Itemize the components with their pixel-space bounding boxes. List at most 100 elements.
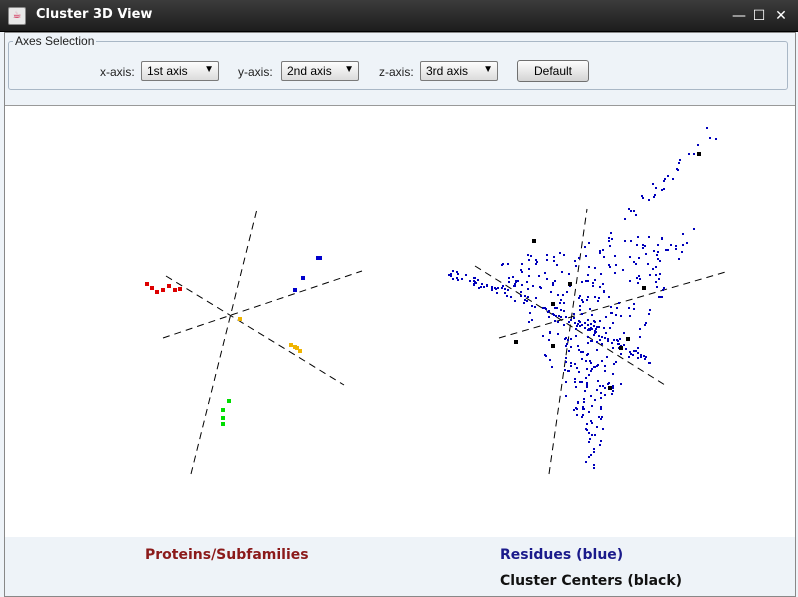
residue-point [531,319,533,321]
y-axis-select[interactable]: 2nd axis ▼ [281,61,359,81]
residue-point [645,356,647,358]
residue-point [643,355,645,357]
window-title: Cluster 3D View [36,7,153,22]
residue-point [581,416,583,418]
residue-point [576,414,578,416]
plot-area[interactable] [5,106,795,536]
title-bar[interactable]: ☕ Cluster 3D View — ☐ ✕ [0,0,798,32]
legend-footer: Proteins/Subfamilies Residues (blue) Clu… [5,537,795,596]
residue-point [596,349,598,351]
residue-point [564,369,566,371]
residue-point [576,408,578,410]
residue-point [608,237,610,239]
red-cluster-point [155,290,159,294]
residue-point [598,326,600,328]
maximize-icon[interactable]: ☐ [752,8,766,24]
residue-point [686,242,688,244]
residue-point [527,254,529,256]
z-axis-select[interactable]: 3rd axis ▼ [420,61,498,81]
residue-point [605,332,607,334]
residue-point [577,323,579,325]
residue-point [652,268,654,270]
residue-point [582,414,584,416]
java-cup-icon: ☕ [8,7,26,25]
blue-cluster-point [301,276,305,280]
residue-point [448,274,450,276]
residue-point [657,251,659,253]
default-button[interactable]: Default [517,60,589,82]
residue-point [552,284,554,286]
residue-point [604,394,606,396]
residue-point [648,362,650,364]
residue-point [556,264,558,266]
residue-point [609,266,611,268]
minimize-icon[interactable]: — [732,8,746,24]
residue-point [512,276,514,278]
residue-point [615,264,617,266]
residue-point [590,340,592,342]
residue-point [524,295,526,297]
residue-point [613,363,615,365]
residue-point [566,291,568,293]
residue-point [655,187,657,189]
residue-point [608,296,610,298]
x-axis-line [162,270,363,339]
residues-3d-plot [448,127,730,475]
residue-point [593,325,595,327]
residue-point [575,335,577,337]
residue-point [649,309,651,311]
residue-point [629,351,631,353]
residue-point [658,278,660,280]
residue-point [593,448,595,450]
residue-point [605,316,607,318]
residue-point [653,196,655,198]
residue-point [560,309,562,311]
residue-point [576,325,578,327]
residue-point [452,278,454,280]
x-axis-line [498,270,730,339]
residue-point [600,406,602,408]
residue-point [620,315,622,317]
residue-point [573,313,575,315]
residue-point [611,238,613,240]
residue-point [596,365,598,367]
residue-point [603,327,605,329]
residue-point [618,302,620,304]
residue-point [514,283,516,285]
residue-point [620,353,622,355]
residue-point [637,236,639,238]
residue-point [594,434,596,436]
residue-point [473,284,475,286]
residue-point [553,256,555,258]
residue-point [610,306,612,308]
residue-point [624,218,626,220]
residue-point [677,169,679,171]
residue-point [560,316,562,318]
chevron-down-icon: ▼ [344,64,354,75]
residue-point [633,303,635,305]
residue-point [542,335,544,337]
residue-point [648,313,650,315]
residue-point [588,374,590,376]
residue-point [481,283,483,285]
residue-point [581,381,583,383]
residue-point [584,327,586,329]
residue-point [612,385,614,387]
residue-point [575,386,577,388]
residue-point [548,339,550,341]
cluster-center-point [568,282,572,286]
residue-point [609,327,611,329]
residue-point [570,362,572,364]
residue-point [604,387,606,389]
residue-point [581,281,583,283]
residue-point [667,249,669,251]
residue-point [548,316,550,318]
residue-point [574,378,576,380]
x-axis-select[interactable]: 1st axis ▼ [141,61,219,81]
residue-point [550,291,552,293]
cluster-center-point [532,239,536,243]
residue-point [502,263,504,265]
residue-point [535,297,537,299]
close-icon[interactable]: ✕ [775,8,787,24]
